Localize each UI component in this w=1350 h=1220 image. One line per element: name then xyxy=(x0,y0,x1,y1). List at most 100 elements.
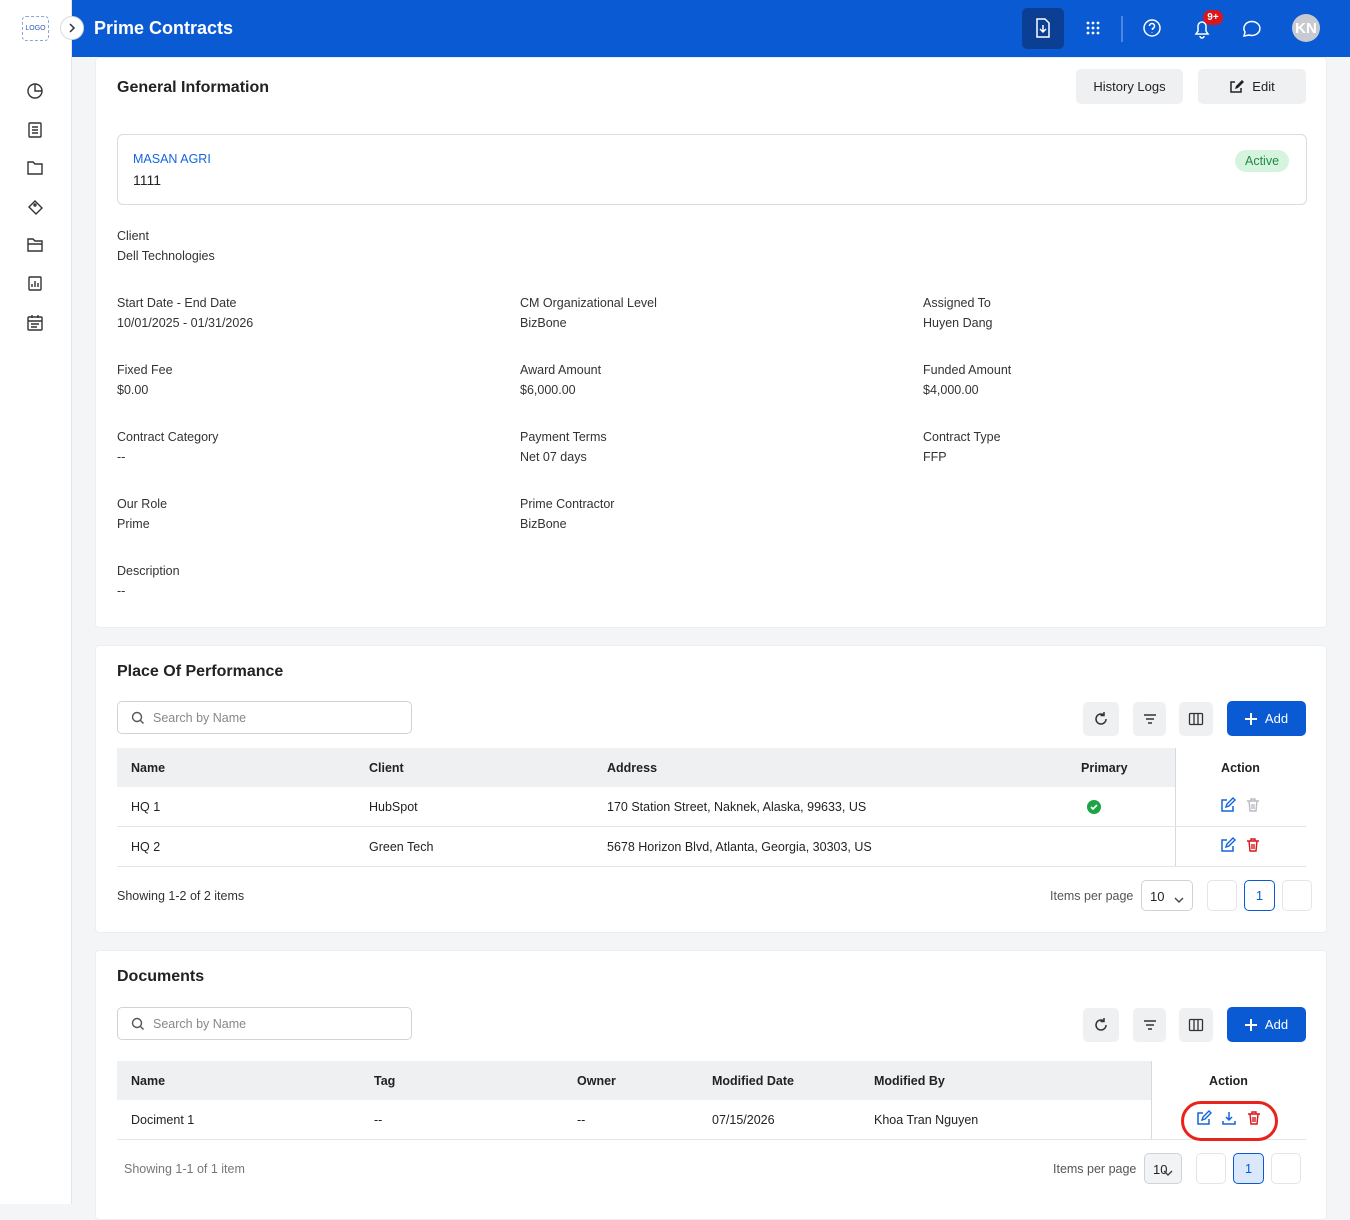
delete-action[interactable] xyxy=(1245,797,1261,816)
export-button[interactable] xyxy=(1022,8,1064,49)
cell: HubSpot xyxy=(369,800,418,814)
nav-folder-open[interactable] xyxy=(27,238,43,252)
chevron xyxy=(1174,897,1184,903)
history-logs-button[interactable]: History Logs xyxy=(1076,69,1183,104)
showing-text: Showing 1-1 of 1 item xyxy=(124,1162,245,1176)
button-label: History Logs xyxy=(1093,79,1166,94)
page-size-value: 10 xyxy=(1150,889,1165,904)
field: Assigned To Huyen Dang xyxy=(923,296,993,330)
search-box[interactable]: Search by Name xyxy=(117,701,412,734)
download-action[interactable] xyxy=(1221,1110,1237,1129)
search-icon[interactable] xyxy=(131,1017,145,1034)
nav-dashboard[interactable] xyxy=(27,83,43,99)
prev-page[interactable] xyxy=(1207,880,1237,911)
nav-reports[interactable] xyxy=(28,276,42,291)
column-header: Owner xyxy=(577,1074,616,1088)
columns-button[interactable] xyxy=(1179,702,1213,736)
field: Start Date - End Date 10/01/2025 - 01/31/… xyxy=(117,296,253,330)
delete-action[interactable] xyxy=(1246,1110,1262,1129)
documents-card: Documents Search by Name Add Name Tag Owner Mo… xyxy=(95,950,1327,1220)
page-size-select[interactable]: 10 xyxy=(1141,880,1193,911)
nav-folder[interactable] xyxy=(27,161,43,175)
search-box[interactable]: Search by Name xyxy=(117,1007,412,1040)
nav-tags[interactable] xyxy=(28,200,43,215)
prev-page[interactable] xyxy=(1196,1153,1226,1184)
dropdown-arrow[interactable] xyxy=(1174,892,1184,907)
contract-code: 1111 xyxy=(133,172,162,188)
delete-action[interactable] xyxy=(1245,837,1261,856)
column-header: Action xyxy=(1209,1074,1248,1088)
avatar[interactable]: KN xyxy=(1292,14,1320,42)
help-button[interactable] xyxy=(1143,19,1161,37)
next-page[interactable] xyxy=(1271,1153,1301,1184)
row-divider xyxy=(117,866,1306,867)
edit-icon xyxy=(1221,797,1236,812)
edit-button[interactable]: Edit xyxy=(1198,69,1306,104)
next-page[interactable] xyxy=(1282,880,1312,911)
chevron xyxy=(1163,1170,1173,1176)
status-badge: Active xyxy=(1235,150,1290,172)
field-label: Our Role xyxy=(117,497,168,511)
chat-button[interactable] xyxy=(1242,20,1261,37)
filter-button[interactable] xyxy=(1133,702,1166,736)
items-per-page-label: Items per page xyxy=(1050,889,1134,903)
delete-icon xyxy=(1247,838,1259,852)
edit-icon xyxy=(1230,80,1245,93)
edit-action[interactable] xyxy=(1220,837,1236,856)
filter-icon xyxy=(1143,1020,1156,1030)
add-button[interactable]: Add xyxy=(1227,1007,1306,1042)
refresh-button[interactable] xyxy=(1083,702,1119,736)
field: Payment Terms Net 07 days xyxy=(520,430,607,464)
row-divider xyxy=(117,1139,1306,1140)
showing-text: Showing 1-2 of 2 items xyxy=(117,889,245,903)
search-placeholder: Search by Name xyxy=(153,711,247,725)
client-name[interactable]: MASAN AGRI xyxy=(133,152,211,166)
field: Our Role Prime xyxy=(117,497,167,531)
column-header: Primary xyxy=(1081,761,1128,775)
edit-action[interactable] xyxy=(1220,797,1236,816)
field: Fixed Fee $0.00 xyxy=(117,363,173,397)
field-label: Prime Contractor xyxy=(520,497,615,511)
add-button[interactable]: Add xyxy=(1227,701,1306,736)
field-value: -- xyxy=(117,450,126,464)
columns-button[interactable] xyxy=(1179,1008,1213,1042)
field-value: Prime xyxy=(117,517,150,531)
field-value: $6,000.00 xyxy=(520,383,576,397)
current-page[interactable]: 1 xyxy=(1244,880,1275,911)
field-label: Assigned To xyxy=(923,296,991,310)
download-icon xyxy=(1221,1112,1236,1125)
page-title: Prime Contracts xyxy=(94,18,234,38)
current-page[interactable]: 1 xyxy=(1233,1153,1264,1184)
field-label: Contract Type xyxy=(923,430,1001,444)
search-icon[interactable] xyxy=(131,711,145,728)
refresh-button[interactable] xyxy=(1083,1008,1119,1042)
field: Funded Amount $4,000.00 xyxy=(923,363,1011,397)
dropdown-arrow[interactable] xyxy=(1163,1165,1173,1180)
highlight-ring xyxy=(1181,1101,1278,1141)
notifications-button[interactable] xyxy=(1194,21,1210,39)
page-size-select[interactable]: 10 xyxy=(1144,1153,1182,1184)
logo[interactable]: LOGO xyxy=(22,16,49,41)
column-header: Address xyxy=(607,761,658,775)
field-value: Huyen Dang xyxy=(923,316,993,330)
nav-contracts[interactable] xyxy=(28,122,42,138)
cell: 07/15/2026 xyxy=(712,1113,775,1127)
field-value: -- xyxy=(117,584,126,598)
field: Award Amount $6,000.00 xyxy=(520,363,601,397)
nav-calendar[interactable] xyxy=(27,315,43,331)
delete-icon xyxy=(1247,798,1259,812)
button-label: Add xyxy=(1264,1017,1289,1032)
primary-check[interactable] xyxy=(1087,800,1101,817)
field-label: Funded Amount xyxy=(923,363,1012,377)
sidebar-toggle[interactable] xyxy=(60,16,84,40)
section-title: Place Of Performance xyxy=(117,663,284,680)
field-label: Award Amount xyxy=(520,363,602,377)
delete-icon xyxy=(1247,1111,1260,1125)
refresh-icon xyxy=(1095,712,1107,725)
apps-button[interactable] xyxy=(1086,21,1100,35)
row-actions xyxy=(1151,1100,1306,1141)
nav-icons xyxy=(27,83,43,331)
cell: Khoa Tran Nguyen xyxy=(874,1113,979,1127)
filter-button[interactable] xyxy=(1133,1008,1166,1042)
